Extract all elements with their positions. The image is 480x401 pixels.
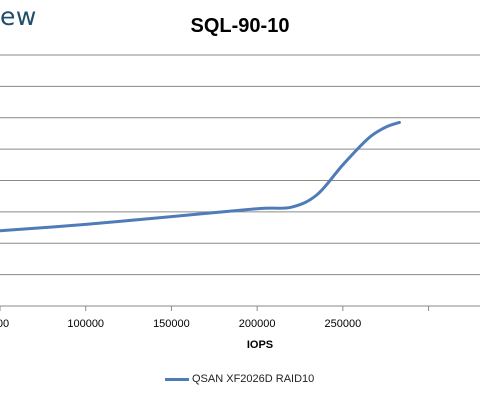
x-axis bbox=[0, 305, 480, 311]
x-tick-label: 250000 bbox=[324, 318, 361, 330]
x-tick-label: 200000 bbox=[239, 318, 276, 330]
logo-text: ew bbox=[0, 2, 37, 31]
x-tick-label: 150000 bbox=[153, 318, 190, 330]
gridlines bbox=[0, 54, 480, 276]
series-line bbox=[0, 120, 401, 233]
chart-title: SQL-90-10 bbox=[190, 15, 290, 37]
legend-swatch bbox=[165, 377, 189, 381]
x-axis-label: IOPS bbox=[247, 339, 273, 351]
x-tick-label: 00 bbox=[0, 318, 9, 330]
x-tick-label: 100000 bbox=[67, 318, 104, 330]
x-tick-labels: 00 100000 150000 200000 250000 bbox=[0, 318, 361, 330]
legend: QSAN XF2026D RAID10 bbox=[165, 373, 314, 385]
series-lines bbox=[0, 120, 401, 233]
legend-label: QSAN XF2026D RAID10 bbox=[192, 373, 315, 385]
